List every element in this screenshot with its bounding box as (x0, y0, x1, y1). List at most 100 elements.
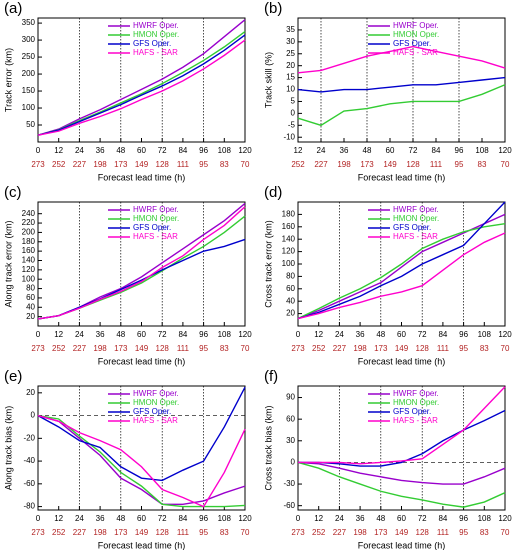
legend-label: HAFS - SAR (133, 232, 178, 241)
sample-count: 173 (114, 160, 128, 169)
x-tick-label: 0 (36, 146, 41, 155)
sample-count: 111 (177, 344, 190, 353)
x-tick-label: 12 (314, 330, 323, 339)
sample-count: 95 (459, 528, 468, 537)
panel-title: (b) (264, 0, 282, 17)
y-tick-label: 160 (22, 246, 36, 255)
y-axis-label: Along track bias (km) (3, 406, 13, 491)
x-tick-label: 36 (356, 514, 365, 523)
x-tick-label: 12 (314, 514, 323, 523)
x-tick-label: 24 (75, 330, 84, 339)
sample-count: 173 (114, 528, 128, 537)
x-tick-label: 48 (116, 146, 125, 155)
series-line (297, 201, 506, 320)
legend-label: HMON Oper. (393, 398, 439, 407)
sample-count: 95 (199, 528, 208, 537)
x-tick-label: 108 (218, 146, 232, 155)
sample-count: 227 (314, 160, 328, 169)
x-tick-label: 72 (409, 146, 418, 155)
x-axis-label: Forecast lead time (h) (98, 172, 186, 182)
legend-label: GFS Oper. (133, 223, 171, 232)
x-tick-label: 108 (478, 514, 492, 523)
x-tick-label: 84 (432, 146, 441, 155)
y-axis-label: Along track error (km) (3, 220, 13, 307)
y-tick-label: 300 (22, 35, 36, 44)
x-tick-label: 84 (178, 514, 187, 523)
y-tick-label: 160 (282, 222, 296, 231)
y-tick-label: -80 (23, 502, 35, 511)
sample-count: 273 (31, 160, 45, 169)
x-tick-label: 12 (294, 146, 303, 155)
sample-count: 273 (291, 344, 305, 353)
y-tick-label: 100 (22, 103, 36, 112)
panel-title: (f) (264, 368, 278, 385)
x-axis-label: Forecast lead time (h) (98, 540, 186, 550)
y-tick-label: 30 (286, 436, 295, 445)
x-tick-label: 0 (36, 514, 41, 523)
x-axis-label: Forecast lead time (h) (358, 356, 446, 366)
sample-count: 198 (93, 160, 107, 169)
sample-count: 198 (93, 344, 107, 353)
y-tick-label: 60 (286, 284, 295, 293)
sample-count: 252 (52, 344, 66, 353)
sample-count: 173 (374, 344, 388, 353)
y-tick-label: 30 (286, 37, 295, 46)
sample-count: 111 (177, 528, 190, 537)
sample-count: 70 (241, 528, 250, 537)
sample-count: 128 (416, 344, 430, 353)
y-tick-label: 350 (22, 18, 36, 27)
legend-label: HMON Oper. (133, 214, 179, 223)
panel-title: (a) (4, 0, 22, 17)
sample-count: 227 (73, 344, 87, 353)
series-line (298, 386, 506, 465)
sample-count: 273 (31, 344, 45, 353)
x-tick-label: 108 (218, 514, 232, 523)
sample-count: 83 (480, 344, 489, 353)
y-tick-label: -10 (283, 132, 295, 141)
x-tick-label: 0 (296, 330, 301, 339)
sample-count: 83 (478, 160, 487, 169)
y-tick-label: -40 (23, 456, 35, 465)
y-tick-label: 40 (286, 296, 295, 305)
y-tick-label: 240 (22, 209, 36, 218)
y-tick-label: 60 (26, 293, 35, 302)
y-tick-label: 150 (22, 86, 36, 95)
legend-label: GFS Oper. (133, 39, 171, 48)
x-axis-label: Forecast lead time (h) (358, 540, 446, 550)
y-tick-label: 120 (22, 265, 36, 274)
x-tick-label: 24 (317, 146, 326, 155)
x-tick-label: 48 (363, 146, 372, 155)
x-tick-label: 72 (158, 146, 167, 155)
x-tick-label: 96 (455, 146, 464, 155)
y-tick-label: 60 (286, 414, 295, 423)
legend-label: HWRF Oper. (393, 205, 439, 214)
x-tick-label: 12 (54, 330, 63, 339)
sample-count: 70 (501, 344, 510, 353)
x-tick-label: 108 (218, 330, 232, 339)
x-tick-label: 24 (75, 146, 84, 155)
x-tick-label: 120 (238, 146, 252, 155)
x-tick-label: 60 (397, 330, 406, 339)
sample-count: 128 (156, 344, 170, 353)
y-tick-label: 40 (26, 302, 35, 311)
legend-label: HMON Oper. (393, 214, 439, 223)
y-tick-label: 90 (286, 393, 295, 402)
sample-count: 95 (199, 160, 208, 169)
sample-count: 198 (93, 528, 107, 537)
sample-count: 173 (114, 344, 128, 353)
y-tick-label: 35 (286, 25, 295, 34)
y-tick-label: 200 (22, 69, 36, 78)
sample-count: 70 (241, 160, 250, 169)
y-tick-label: 180 (22, 237, 36, 246)
y-axis-label: Track error (km) (3, 48, 13, 112)
legend-label: HWRF Oper. (393, 389, 439, 398)
x-tick-label: 48 (376, 514, 385, 523)
sample-count: 149 (135, 160, 149, 169)
sample-count: 149 (383, 160, 397, 169)
y-tick-label: 80 (26, 284, 35, 293)
sample-count: 70 (501, 528, 510, 537)
x-tick-label: 0 (296, 514, 301, 523)
y-tick-label: 220 (22, 218, 36, 227)
y-tick-label: 0 (291, 458, 296, 467)
sample-count: 227 (333, 344, 347, 353)
